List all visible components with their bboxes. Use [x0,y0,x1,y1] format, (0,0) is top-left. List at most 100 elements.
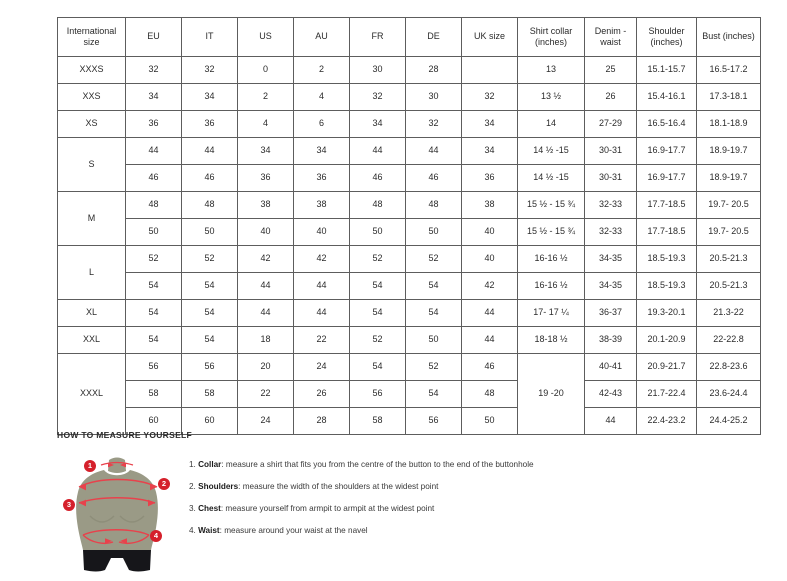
cell-us: 34 [237,137,294,165]
cell-bust: 23.6-24.4 [696,380,761,408]
cell-eu: 48 [125,191,182,219]
table-row: L 52 52 42 42 52 52 40 16-16 ½ 34-35 18.5-19.3 20.5… [57,245,761,300]
cell-bust: 20.5-21.3 [696,245,761,273]
table-row: 50 50 40 40 50 50 40 15 ½ - 15 ¾ 32-33 17.7-18.5 1… [58,218,761,246]
table-row: XS 36 36 4 6 34 32 34 14 27-29 16.5-16.4 18.1-18.9 [57,110,761,138]
cell-uk: 44 [461,299,518,327]
cell-uk [461,56,518,84]
cell-international-size: XXXS [57,56,126,84]
header-line: (inches) [534,37,567,47]
cell-it: 56 [181,353,238,381]
cell-eu: 54 [125,326,182,354]
cell-de: 44 [405,137,462,165]
measure-badge-3: 3 [63,499,75,511]
cell-shirt-collar: 17- 17 ¼ [517,299,585,327]
measure-step-label: Chest [198,503,221,513]
cell-it: 58 [181,380,238,408]
cell-uk: 34 [461,110,518,138]
measure-step-text: : measure the width of the shoulders at … [238,481,439,491]
header-line: size [83,37,100,47]
cell-bust: 22-22.8 [696,326,761,354]
cell-au: 24 [293,353,350,381]
measure-step-label: Shoulders [198,481,239,491]
cell-us: 4 [237,110,294,138]
table-row: M 48 48 38 38 48 48 38 15 ½ - 15 ¾ 32-33 17.7-18.5… [57,191,761,246]
cell-bust: 18.9-19.7 [696,137,761,165]
cell-bust: 22.8-23.6 [696,353,761,381]
cell-bust: 21.3-22 [696,299,761,327]
cell-de: 28 [405,56,462,84]
cell-it: 48 [181,191,238,219]
cell-us: 38 [237,191,294,219]
table-row: XXXS 32 32 0 2 30 28 13 25 15.1-15.7 16.5-17.2 [57,56,761,84]
cell-shirt-collar: 14 [517,110,585,138]
cell-us: 18 [237,326,294,354]
cell-us: 2 [237,83,294,111]
cell-au: 40 [293,218,350,246]
cell-eu: 54 [125,272,182,300]
cell-eu: 56 [125,353,182,381]
cell-de: 56 [405,407,462,435]
cell-shoulder: 15.4-16.1 [636,83,697,111]
cell-au: 28 [293,407,350,435]
header-line: waist [600,37,621,47]
measure-step-number: 2. [189,481,196,491]
cell-fr: 54 [349,299,406,327]
size-chart-table: International size EU IT US AU FR DE UK … [57,17,761,435]
cell-denim: 25 [584,56,637,84]
measure-step: 1. Collar: measure a shirt that fits you… [189,460,737,470]
table-row: 46 46 36 36 46 46 36 14 ½ -15 30-31 16.9-17.7 18.9… [58,164,761,192]
cell-international-size: XL [57,299,126,327]
cell-it: 32 [181,56,238,84]
cell-denim: 26 [584,83,637,111]
measure-step-number: 1. [189,460,196,469]
measure-step-number: 4. [189,525,196,535]
column-header-au: AU [293,17,350,57]
cell-international-size: XXXL [57,353,126,435]
cell-fr: 48 [349,191,406,219]
column-header-uk-size: UK size [461,17,518,57]
cell-shirt-collar: 15 ½ - 15 ¾ [517,218,585,246]
cell-au: 22 [293,326,350,354]
cell-de: 52 [405,245,462,273]
cell-fr: 44 [349,137,406,165]
table-row: S 44 44 34 34 44 44 34 14 ½ -15 30-31 16.9-17.7 18.… [57,137,761,192]
measure-step: 2. Shoulders: measure the width of the s… [189,482,737,492]
cell-us: 20 [237,353,294,381]
cell-denim: 42-43 [584,380,637,408]
cell-eu: 60 [125,407,182,435]
cell-fr: 54 [349,272,406,300]
cell-uk: 44 [461,326,518,354]
column-header-fr: FR [349,17,406,57]
cell-de: 50 [405,218,462,246]
cell-de: 46 [405,164,462,192]
how-to-measure-heading: HOW TO MEASURE YOURSELF [57,430,193,440]
column-header-bust: Bust (inches) [696,17,761,57]
cell-fr: 52 [349,326,406,354]
cell-us: 0 [237,56,294,84]
cell-au: 44 [293,299,350,327]
header-line: International [66,25,117,36]
cell-it: 44 [181,137,238,165]
cell-denim: 40-41 [584,353,637,381]
measure-step-label: Collar [198,460,222,469]
cell-bust: 24.4-25.2 [696,407,761,435]
cell-uk: 46 [461,353,518,381]
cell-uk: 36 [461,164,518,192]
cell-denim: 30-31 [584,164,637,192]
column-header-international-size: International size [57,17,126,57]
measure-step-number: 3. [189,503,196,513]
cell-de: 30 [405,83,462,111]
cell-it: 46 [181,164,238,192]
column-header-denim-waist: Denim - waist [584,17,637,57]
cell-shoulder: 15.1-15.7 [636,56,697,84]
cell-fr: 52 [349,245,406,273]
cell-it: 54 [181,299,238,327]
cell-au: 36 [293,164,350,192]
column-header-eu: EU [125,17,182,57]
cell-it: 54 [181,272,238,300]
cell-denim: 32-33 [584,218,637,246]
cell-de: 48 [405,191,462,219]
cell-denim: 34-35 [584,272,637,300]
cell-us: 40 [237,218,294,246]
